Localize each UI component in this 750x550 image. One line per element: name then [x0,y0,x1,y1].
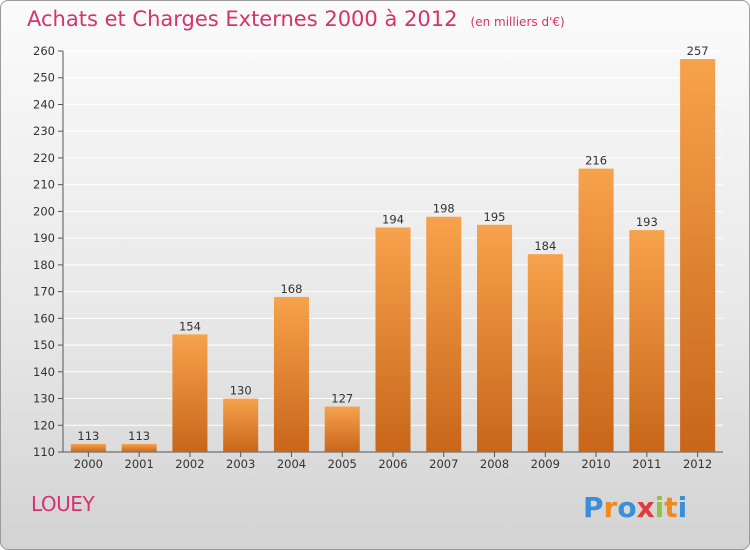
y-tick-label: 110 [33,445,55,459]
y-tick-label: 130 [33,392,55,406]
value-label: 194 [382,212,404,226]
x-tick-label: 2012 [683,457,712,471]
y-tick-label: 150 [33,338,55,352]
y-tick-label: 250 [33,71,55,85]
x-tick-label: 2010 [581,457,610,471]
x-tick-label: 2009 [531,457,560,471]
labels: 110 120 130 140 150 160 170 180 190 200 210 220 230 2… [33,44,712,471]
value-label: 113 [77,429,99,443]
chart-title-row: Achats et Charges Externes 2000 à 2012 (… [27,7,565,31]
chart-subtitle: (en milliers d'€) [470,15,565,29]
proxiti-logo: Proxiti [583,487,693,531]
y-tick-label: 120 [33,418,55,432]
bar [629,230,665,452]
bar [172,334,208,452]
chart-title: Achats et Charges Externes 2000 à 2012 [27,7,458,31]
y-tick-label: 170 [33,285,55,299]
value-label: 257 [687,44,709,58]
x-tick-label: 2011 [632,457,661,471]
proxiti-logo-mark: Proxiti [583,491,687,524]
bar [527,254,563,452]
bars [70,59,716,453]
x-tick-label: 2001 [125,457,154,471]
bar [121,443,157,452]
value-label: 154 [179,319,201,333]
y-tick-label: 240 [33,97,55,111]
x-tick-label: 2002 [175,457,204,471]
value-label: 195 [484,210,506,224]
x-tick-label: 2007 [429,457,458,471]
bar [578,168,614,453]
bar [426,216,462,452]
bar [223,398,259,452]
value-label: 168 [280,282,302,296]
bar [324,406,360,452]
y-tick-label: 220 [33,151,55,165]
x-tick-label: 2006 [378,457,407,471]
x-tick-label: 2004 [277,457,306,471]
value-label: 113 [128,429,150,443]
y-tick-label: 260 [33,44,55,58]
x-tick-label: 2008 [480,457,509,471]
bar [680,59,716,453]
commune-name: LOUEY [31,492,95,516]
x-tick-label: 2005 [328,457,357,471]
y-tick-label: 160 [33,311,55,325]
value-label: 127 [331,392,353,406]
value-label: 184 [534,239,556,253]
bar [375,227,411,452]
bar [477,224,513,452]
y-tick-label: 190 [33,231,55,245]
svg-text:Proxiti: Proxiti [583,491,687,524]
y-tick-label: 180 [33,258,55,272]
value-label: 130 [230,384,252,398]
y-tick-label: 200 [33,204,55,218]
value-label: 198 [433,202,455,216]
y-tick-label: 210 [33,178,55,192]
value-label: 193 [636,215,658,229]
y-tick-label: 140 [33,365,55,379]
x-tick-label: 2003 [226,457,255,471]
bar [273,296,309,452]
value-label: 216 [585,154,607,168]
y-tick-label: 230 [33,124,55,138]
x-tick-label: 2000 [74,457,103,471]
bar [70,443,106,452]
